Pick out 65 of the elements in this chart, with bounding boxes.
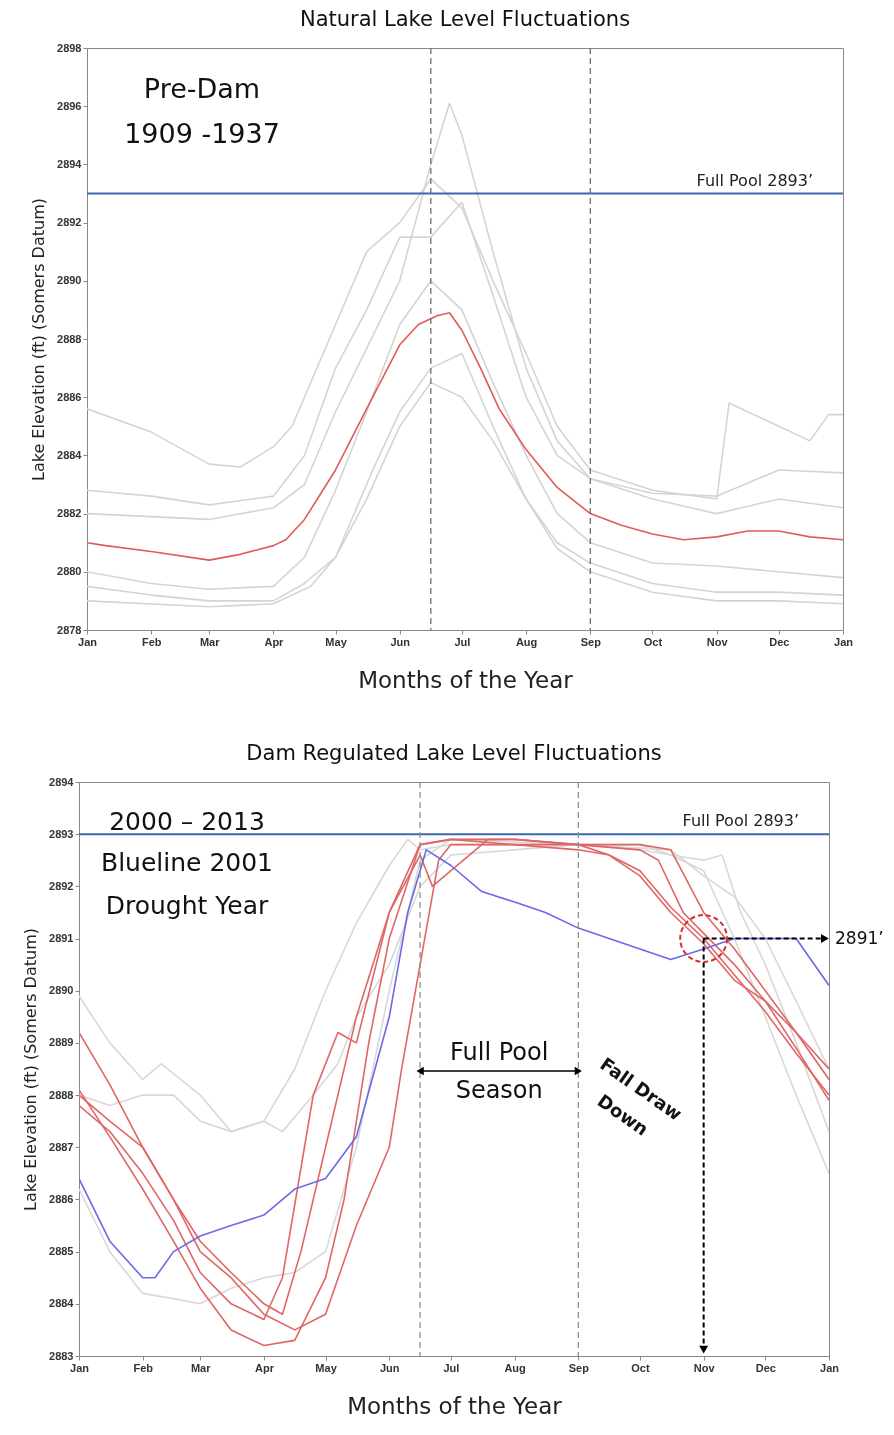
x-tick-label: Dec [755, 1361, 776, 1374]
annotation: Full Pool [450, 1038, 549, 1066]
x-tick-label: Jun [390, 635, 411, 648]
y-tick-label: 2892 [57, 216, 82, 229]
y-tick-label: 2890 [49, 984, 74, 997]
annotation: 1909 -1937 [124, 118, 280, 149]
annotation: 2000 – 2013 [109, 807, 265, 836]
x-tick-label: Dec [769, 635, 790, 648]
y-tick-label: 2894 [49, 775, 75, 788]
x-tick-label: Oct [643, 635, 663, 648]
y-tick-label: 2890 [57, 274, 82, 287]
y-axis-title: Lake Elevation (ft) (Somers Datum) [21, 928, 41, 1211]
x-tick-label: Jun [379, 1361, 400, 1374]
y-tick-label: 2894 [57, 157, 83, 170]
x-tick-label: Jan [834, 635, 854, 648]
annotation: Season [455, 1076, 543, 1104]
x-axis-title: Months of the Year [358, 666, 574, 693]
x-tick-label: Oct [631, 1361, 650, 1374]
x-tick-label: Apr [264, 635, 285, 648]
x-tick-label: Jul [443, 1361, 460, 1374]
y-tick-label: 2896 [57, 99, 82, 112]
annotation: Pre-Dam [143, 73, 261, 104]
y-tick-label: 2886 [57, 390, 82, 403]
y-tick-label: 2885 [49, 1245, 74, 1258]
x-tick-label: Jan [820, 1361, 840, 1374]
x-tick-label: Feb [133, 1361, 154, 1374]
y-tick-label: 2883 [49, 1349, 74, 1362]
y-tick-label: 2880 [57, 565, 82, 578]
y-tick-label: 2887 [49, 1140, 74, 1153]
x-tick-label: Mar [199, 635, 221, 648]
ref-line-label: Full Pool 2893’ [696, 170, 813, 190]
y-tick-label: 2884 [49, 1297, 75, 1310]
y-tick-label: 2878 [57, 623, 82, 636]
x-tick-label: Jul [454, 635, 471, 648]
y-tick-label: 2888 [57, 332, 82, 345]
x-tick-label: Aug [504, 1361, 526, 1374]
x-tick-label: Sep [580, 635, 602, 648]
y-tick-label: 2884 [57, 448, 83, 461]
ref-line-label: Full Pool 2893’ [682, 811, 799, 831]
chart-title: Dam Regulated Lake Level Fluctuations [246, 741, 662, 765]
x-tick-label: Aug [515, 635, 538, 648]
chart-title: Natural Lake Level Fluctuations [299, 7, 631, 31]
x-tick-label: Apr [254, 1361, 275, 1374]
x-tick-label: May [315, 1361, 338, 1374]
y-tick-label: 2893 [49, 827, 74, 840]
y-tick-label: 2888 [49, 1088, 74, 1101]
y-axis-title: Lake Elevation (ft) (Somers Datum) [29, 198, 49, 481]
x-tick-label: Feb [141, 635, 162, 648]
x-axis-title: Months of the Year [347, 1392, 563, 1419]
y-tick-label: 2889 [49, 1036, 74, 1049]
y-tick-label: 2898 [57, 41, 82, 54]
annotation: Blueline 2001 [100, 848, 274, 877]
x-tick-label: Nov [693, 1361, 716, 1374]
y-tick-label: 2892 [49, 879, 74, 892]
x-tick-label: Sep [568, 1361, 590, 1374]
x-tick-label: May [325, 635, 348, 648]
x-tick-label: Jan [78, 635, 98, 648]
x-tick-label: Nov [706, 635, 729, 648]
y-tick-label: 2891 [49, 932, 74, 945]
y-tick-label: 2886 [49, 1192, 74, 1205]
x-tick-label: Jan [70, 1361, 90, 1374]
y-tick-label: 2882 [57, 507, 82, 520]
annotation: 2891’ [835, 927, 884, 948]
annotation: Drought Year [105, 891, 269, 920]
x-tick-label: Mar [190, 1361, 212, 1374]
